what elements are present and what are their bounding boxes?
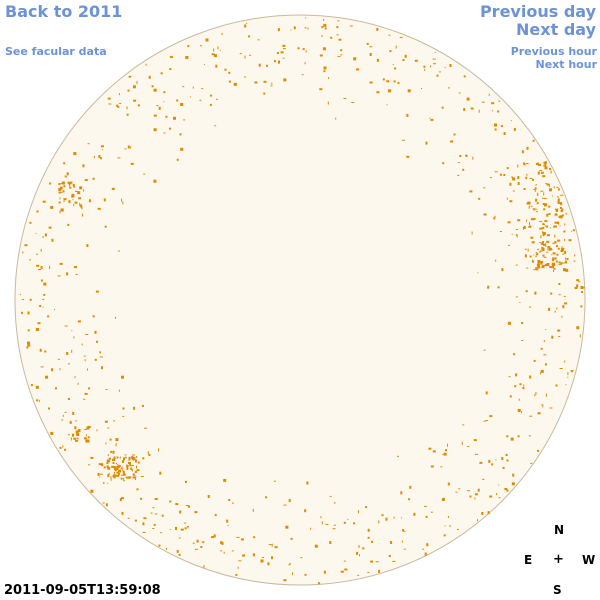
previous-hour-link[interactable]: Previous hour bbox=[510, 45, 597, 58]
solar-disk bbox=[14, 14, 586, 586]
compass-north-label: N bbox=[554, 523, 565, 537]
next-day-link[interactable]: Next day bbox=[516, 20, 596, 39]
compass-south-label: S bbox=[553, 583, 562, 597]
facular-speckles bbox=[19, 17, 585, 585]
compass-center-mark: + bbox=[553, 552, 564, 567]
observation-timestamp: 2011-09-05T13:59:08 bbox=[4, 583, 161, 598]
see-facular-data-link[interactable]: See facular data bbox=[5, 45, 107, 58]
previous-day-link[interactable]: Previous day bbox=[479, 2, 596, 21]
next-hour-link[interactable]: Next hour bbox=[535, 58, 598, 71]
back-link[interactable]: Back to 2011 bbox=[5, 2, 123, 21]
compass-east-label: E bbox=[524, 553, 533, 567]
compass-west-label: W bbox=[582, 553, 596, 567]
